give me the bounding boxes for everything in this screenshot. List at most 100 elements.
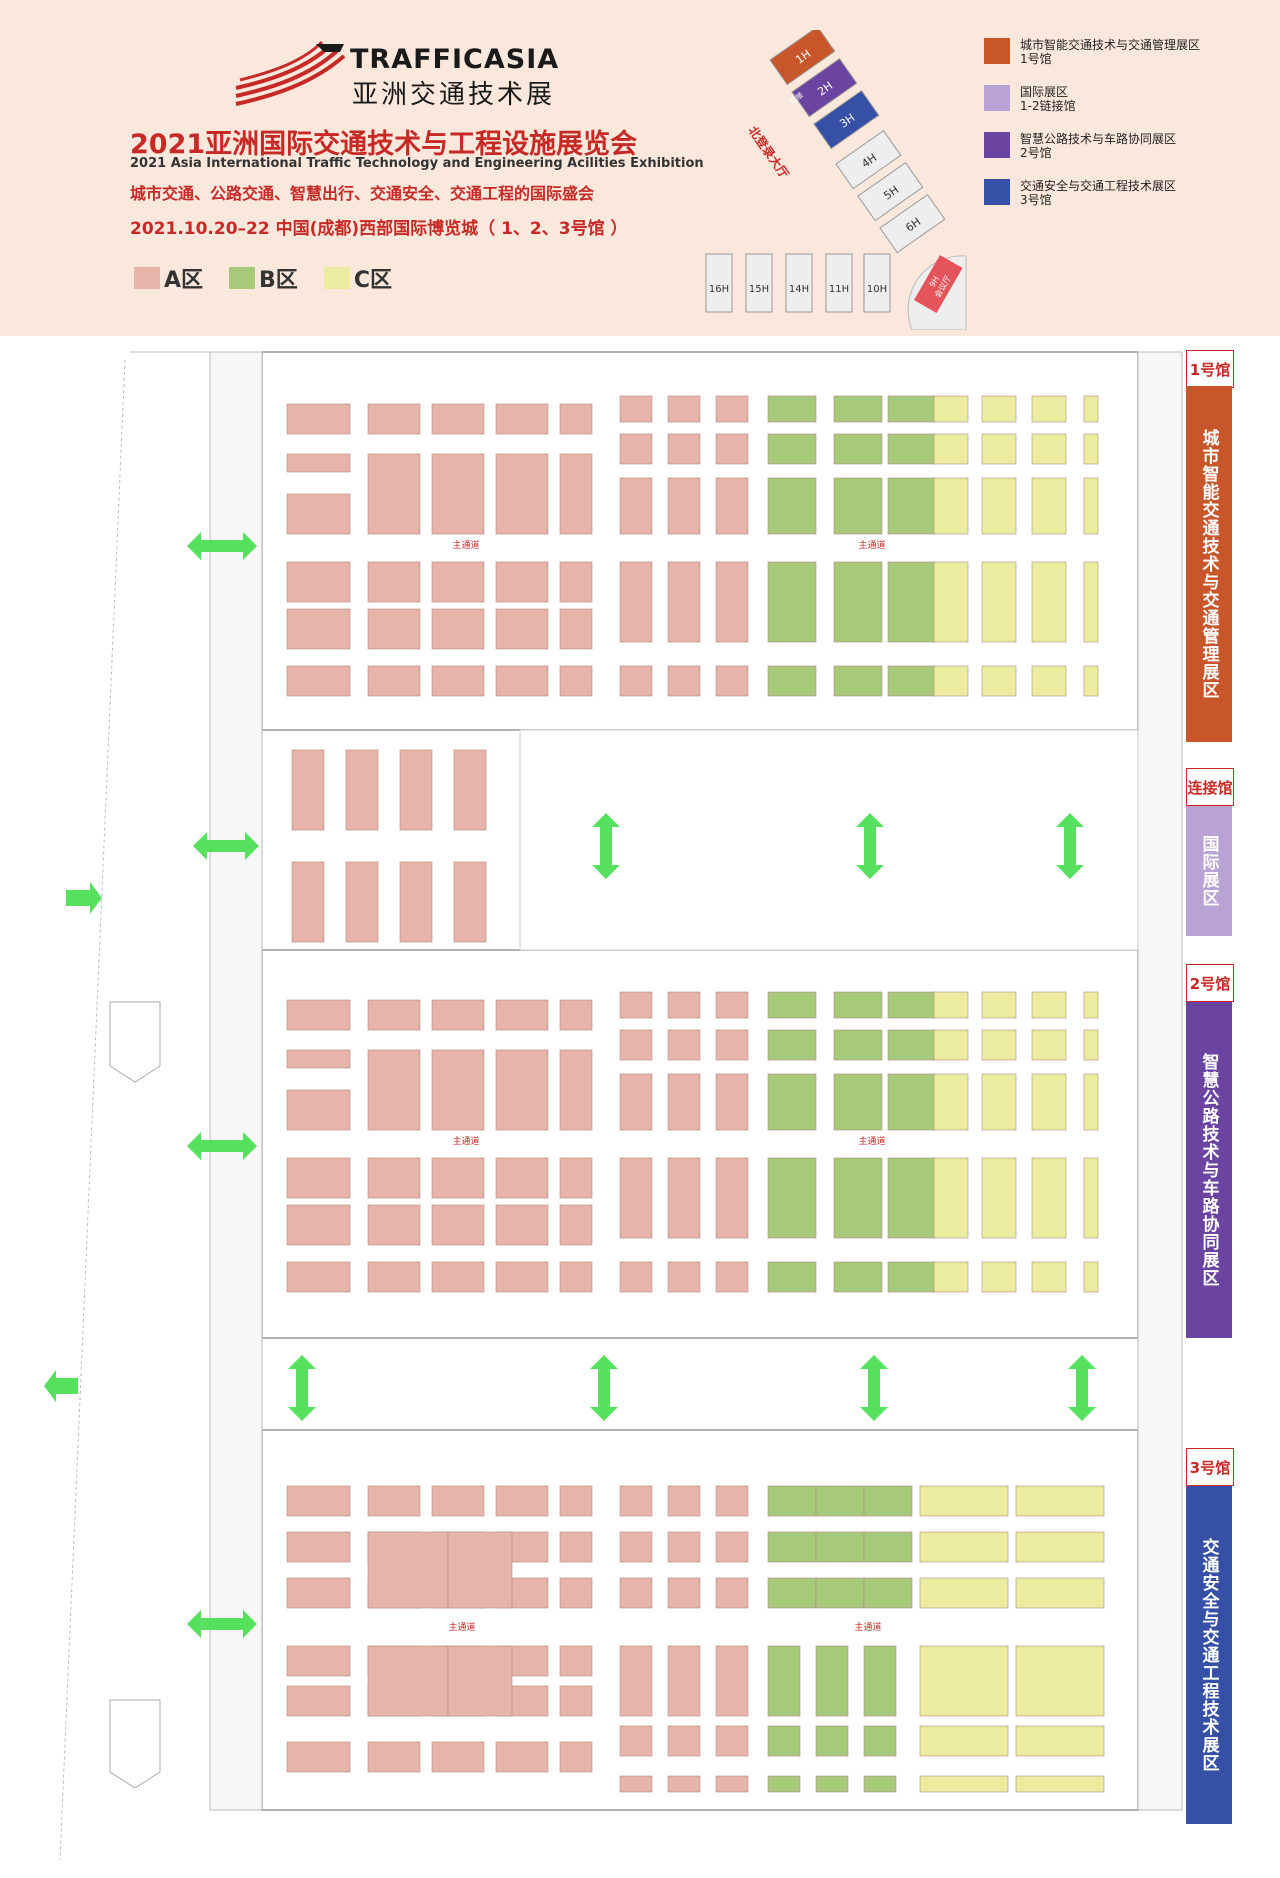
hall-5h[interactable] [857, 162, 924, 222]
booth-block[interactable] [715, 665, 749, 697]
booth-block[interactable] [286, 1049, 351, 1069]
booth-block[interactable] [933, 395, 969, 423]
booth-block[interactable] [863, 1485, 913, 1517]
booth-block[interactable] [715, 1261, 749, 1293]
booth-block[interactable] [619, 1073, 653, 1131]
booth-block[interactable] [367, 1741, 421, 1773]
booth-block[interactable] [933, 477, 969, 535]
booth-block[interactable] [453, 861, 487, 943]
booth-block[interactable] [431, 1204, 485, 1246]
booth-block[interactable] [619, 1531, 653, 1563]
hall-2h[interactable] [791, 58, 858, 118]
booth-block[interactable] [286, 453, 351, 473]
booth-block[interactable] [981, 1029, 1017, 1061]
booth-block[interactable] [431, 403, 485, 435]
booth-block[interactable] [447, 1531, 513, 1609]
booth-block[interactable] [559, 1485, 593, 1517]
booth-block[interactable] [667, 991, 701, 1019]
booth-block[interactable] [887, 395, 937, 423]
booth-block[interactable] [767, 665, 817, 697]
booth-block[interactable] [619, 395, 653, 423]
booth-block[interactable] [431, 1261, 485, 1293]
booth-block[interactable] [887, 1029, 937, 1061]
hall-6h[interactable] [879, 194, 946, 254]
booth-block[interactable] [495, 1204, 549, 1246]
booth-block[interactable] [981, 665, 1017, 697]
booth-block[interactable] [559, 999, 593, 1031]
booth-block[interactable] [291, 749, 325, 831]
booth-block[interactable] [286, 999, 351, 1031]
booth-block[interactable] [1083, 395, 1099, 423]
booth-block[interactable] [495, 1049, 549, 1131]
booth-block[interactable] [887, 991, 937, 1019]
booth-block[interactable] [286, 493, 351, 535]
booth-block[interactable] [619, 433, 653, 465]
booth-block[interactable] [667, 665, 701, 697]
booth-block[interactable] [619, 1725, 653, 1757]
booth-block[interactable] [863, 1577, 913, 1609]
booth-block[interactable] [715, 395, 749, 423]
booth-block[interactable] [286, 1741, 351, 1773]
booth-block[interactable] [286, 1089, 351, 1131]
booth-block[interactable] [286, 403, 351, 435]
booth-block[interactable] [619, 561, 653, 643]
booth-block[interactable] [833, 665, 883, 697]
booth-block[interactable] [815, 1645, 849, 1717]
booth-block[interactable] [833, 477, 883, 535]
booth-block[interactable] [981, 395, 1017, 423]
booth-block[interactable] [367, 1531, 449, 1609]
booth-block[interactable] [667, 1485, 701, 1517]
booth-block[interactable] [367, 403, 421, 435]
booth-block[interactable] [286, 1645, 351, 1677]
booth-block[interactable] [833, 433, 883, 465]
booth-block[interactable] [431, 1485, 485, 1517]
booth-block[interactable] [863, 1531, 913, 1563]
booth-block[interactable] [1031, 395, 1067, 423]
booth-block[interactable] [715, 433, 749, 465]
booth-block[interactable] [559, 1645, 593, 1677]
booth-block[interactable] [767, 1531, 817, 1563]
booth-block[interactable] [559, 665, 593, 697]
booth-block[interactable] [933, 1157, 969, 1239]
booth-block[interactable] [619, 1577, 653, 1609]
booth-block[interactable] [667, 1645, 701, 1717]
booth-block[interactable] [619, 991, 653, 1019]
booth-block[interactable] [1015, 1775, 1105, 1793]
booth-block[interactable] [833, 395, 883, 423]
booth-block[interactable] [715, 477, 749, 535]
booth-block[interactable] [767, 395, 817, 423]
booth-block[interactable] [1083, 477, 1099, 535]
booth-block[interactable] [1015, 1645, 1105, 1717]
booth-block[interactable] [981, 991, 1017, 1019]
booth-block[interactable] [715, 1775, 749, 1793]
booth-block[interactable] [495, 1261, 549, 1293]
booth-block[interactable] [919, 1775, 1009, 1793]
booth-block[interactable] [887, 433, 937, 465]
booth-block[interactable] [619, 477, 653, 535]
hall-10h[interactable] [863, 253, 891, 313]
booth-block[interactable] [1083, 991, 1099, 1019]
booth-block[interactable] [1083, 1073, 1099, 1131]
booth-block[interactable] [367, 665, 421, 697]
booth-block[interactable] [367, 608, 421, 650]
booth-block[interactable] [1015, 1725, 1105, 1757]
booth-block[interactable] [767, 1029, 817, 1061]
booth-block[interactable] [667, 1775, 701, 1793]
hall-11h[interactable] [825, 253, 853, 313]
booth-block[interactable] [431, 1741, 485, 1773]
booth-block[interactable] [715, 1645, 749, 1717]
booth-block[interactable] [1031, 561, 1067, 643]
booth-block[interactable] [919, 1725, 1009, 1757]
booth-block[interactable] [815, 1485, 865, 1517]
booth-block[interactable] [715, 1029, 749, 1061]
booth-block[interactable] [863, 1725, 897, 1757]
booth-block[interactable] [559, 1741, 593, 1773]
booth-block[interactable] [981, 1157, 1017, 1239]
booth-block[interactable] [667, 395, 701, 423]
booth-block[interactable] [367, 1645, 449, 1717]
booth-block[interactable] [559, 1049, 593, 1131]
booth-block[interactable] [367, 453, 421, 535]
booth-block[interactable] [767, 1577, 817, 1609]
booth-block[interactable] [833, 1029, 883, 1061]
booth-block[interactable] [431, 453, 485, 535]
